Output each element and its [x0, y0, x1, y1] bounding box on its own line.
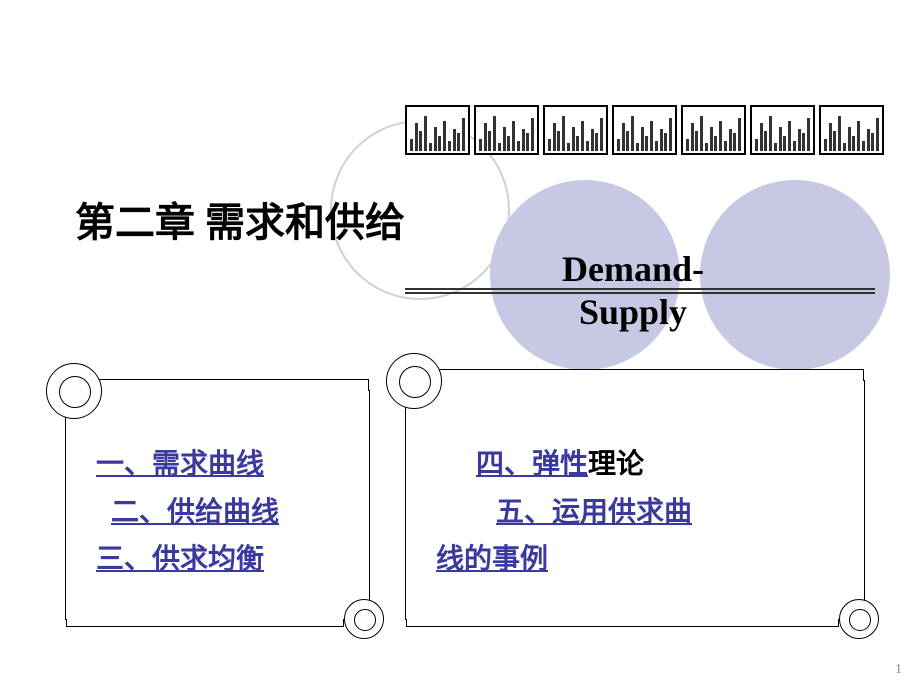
subtitle-underline — [405, 288, 875, 294]
mini-chart — [474, 105, 539, 155]
toc-link-3[interactable]: 三、供求均衡 — [96, 536, 349, 584]
mini-chart — [612, 105, 677, 155]
mini-chart — [819, 105, 884, 155]
toc-link-4[interactable]: 四、弹性理论 — [476, 441, 844, 489]
page-number: 1 — [895, 662, 902, 678]
mini-chart — [543, 105, 608, 155]
toc-link-5[interactable]: 五、运用供求曲 — [496, 489, 844, 537]
mini-chart — [750, 105, 815, 155]
toc-link-2[interactable]: 二、供给曲线 — [111, 489, 349, 537]
toc-panel-left: 一、需求曲线 二、供给曲线 三、供求均衡 — [65, 390, 370, 620]
toc-panel-right: 四、弹性理论 五、运用供求曲 线的事例 — [405, 380, 865, 620]
toc-link-5-cont[interactable]: 线的事例 — [436, 536, 844, 584]
toc-link-1[interactable]: 一、需求曲线 — [96, 441, 349, 489]
mini-chart — [681, 105, 746, 155]
mini-chart-row — [405, 105, 884, 155]
chapter-title: 第二章 需求和供给 — [75, 190, 405, 248]
decor-circle-fill-2 — [700, 180, 890, 370]
mini-chart — [405, 105, 470, 155]
